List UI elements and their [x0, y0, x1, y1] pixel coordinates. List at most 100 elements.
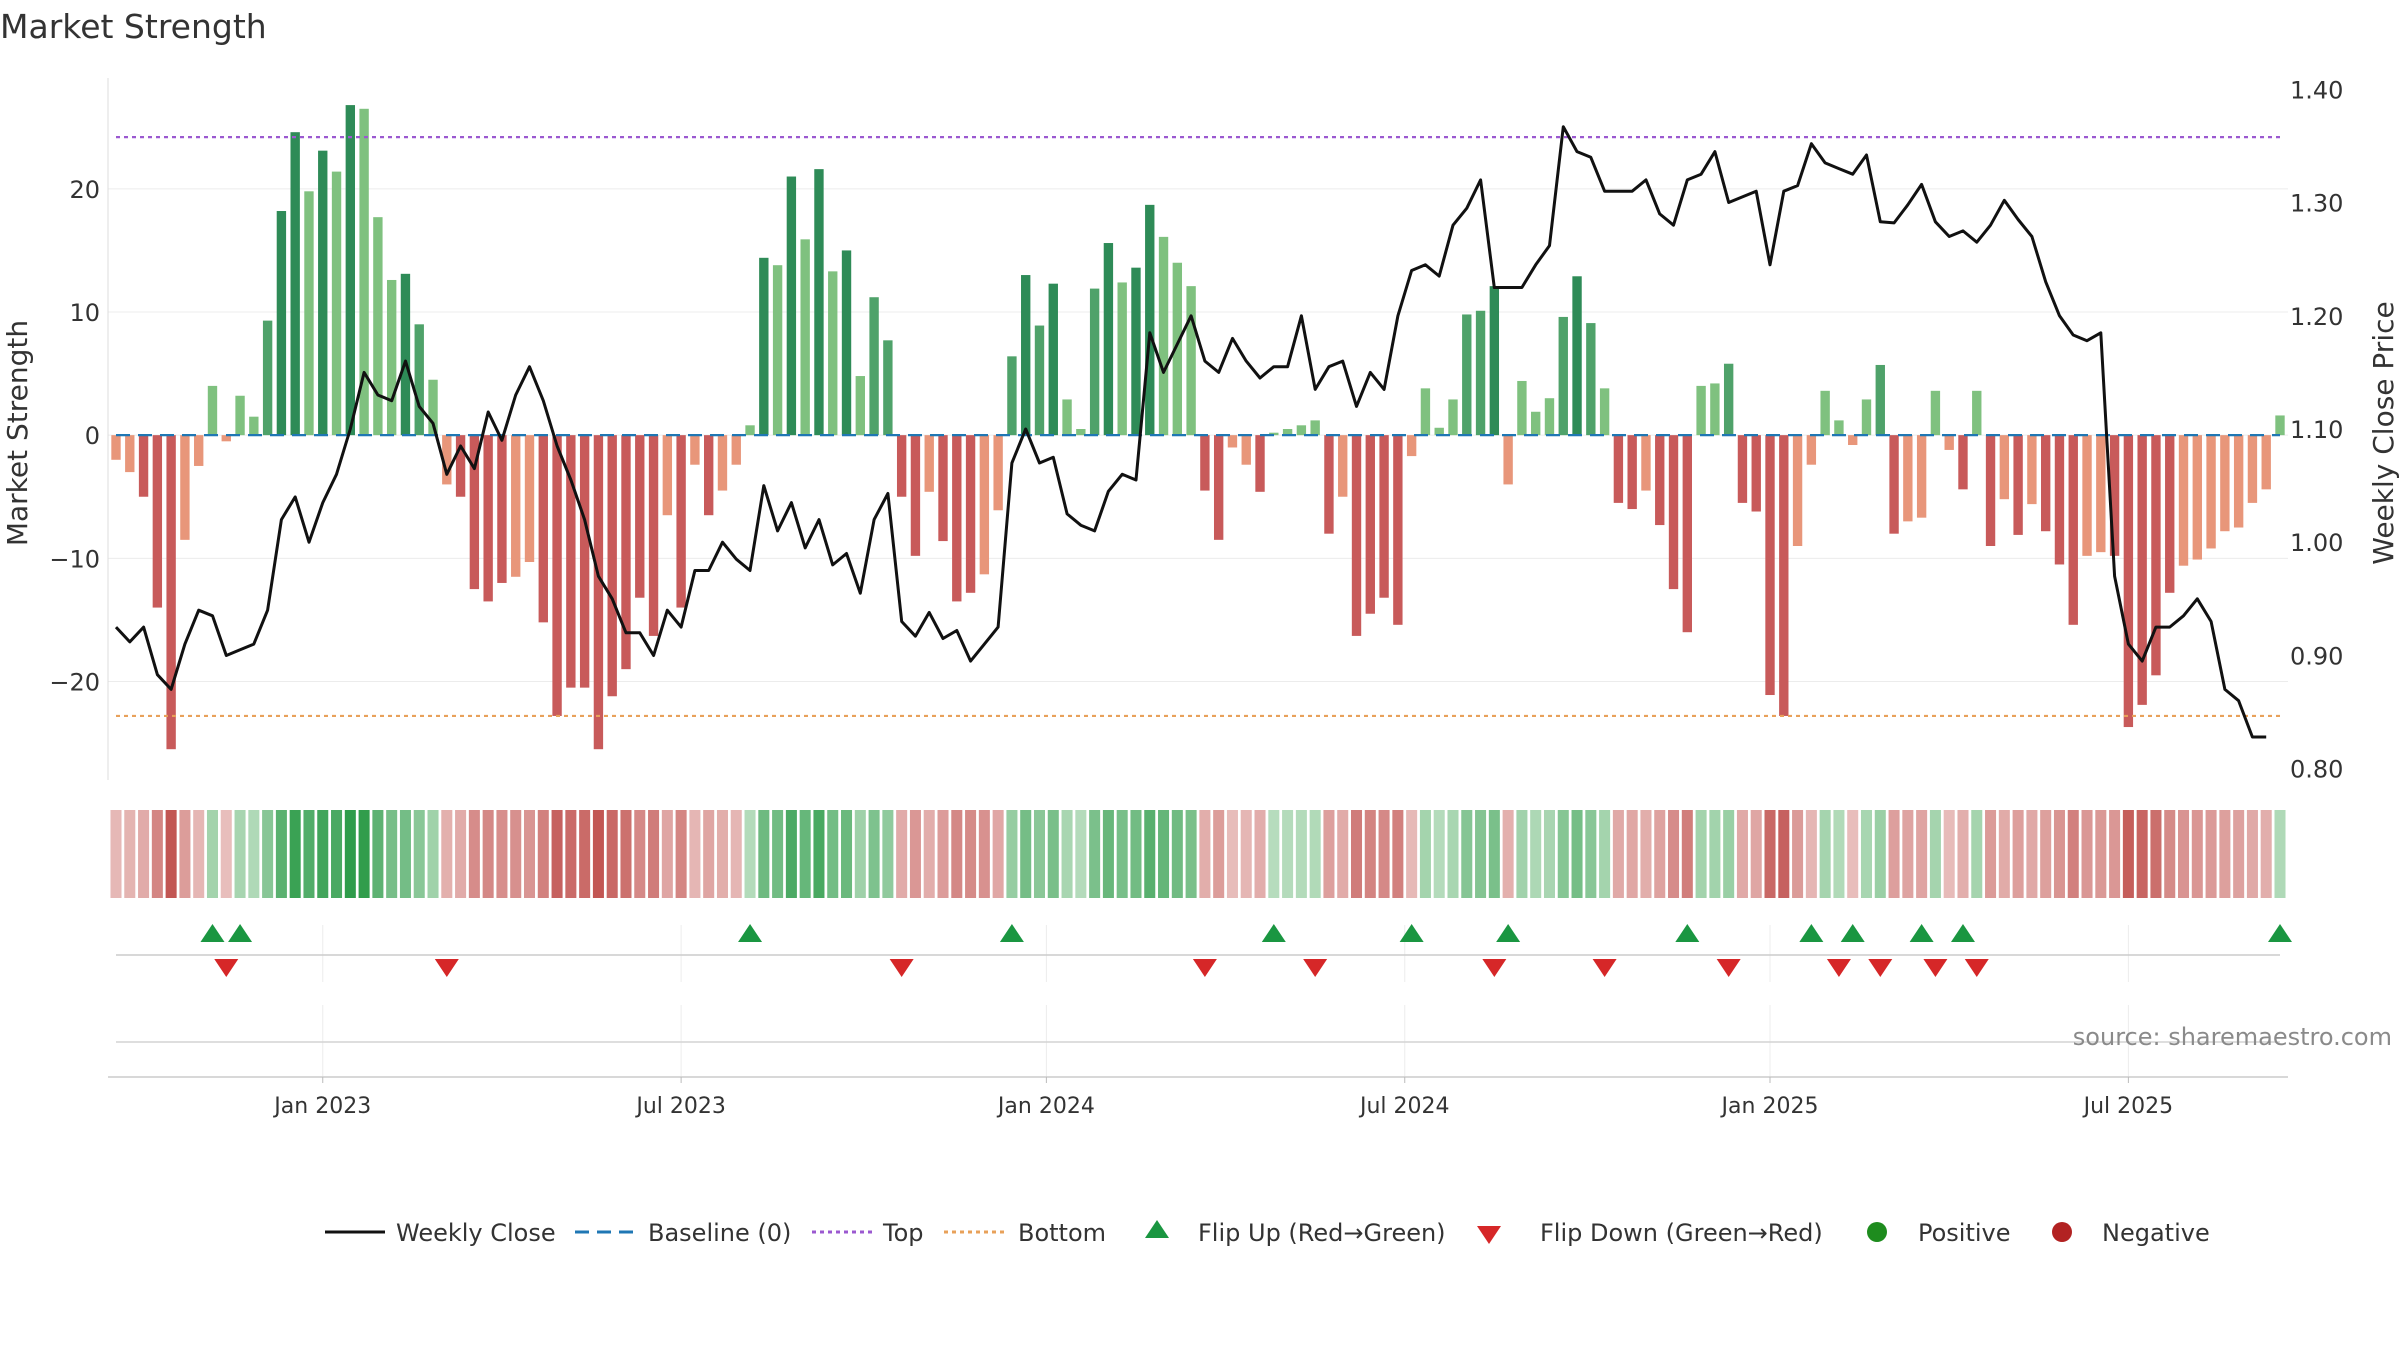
heat-cell: [2219, 810, 2231, 898]
heat-cell: [978, 810, 990, 898]
legend-negative-icon: [2052, 1222, 2072, 1242]
heat-cell: [1668, 810, 1680, 898]
strength-bar: [1186, 286, 1196, 436]
heat-cell: [2260, 810, 2272, 898]
strength-bar: [1531, 411, 1541, 436]
strength-bar: [2261, 435, 2271, 490]
strength-bar: [138, 435, 149, 497]
strength-bar: [2082, 435, 2092, 556]
heat-cell: [1778, 810, 1790, 898]
heat-cell: [813, 810, 825, 898]
strength-bar: [125, 435, 135, 473]
heat-cell: [1764, 810, 1776, 898]
x-tick-label: Jan 2024: [996, 1094, 1095, 1119]
strength-bar: [910, 435, 921, 556]
heat-cell: [1350, 810, 1363, 898]
strength-bar: [1489, 286, 1500, 436]
heat-cell: [262, 810, 274, 898]
strength-bar: [2275, 415, 2285, 436]
heat-cell: [1406, 810, 1418, 898]
flip-up-marker: [228, 924, 253, 942]
strength-bar: [1379, 435, 1389, 598]
heat-cell: [827, 810, 839, 898]
heat-cell: [1530, 810, 1542, 898]
strength-bar: [676, 435, 686, 608]
strength-bar: [1393, 435, 1403, 625]
heat-cell: [1998, 810, 2010, 898]
heat-cell: [2053, 810, 2065, 898]
strength-bar: [345, 105, 356, 436]
strength-bar: [800, 239, 810, 436]
strength-bar: [1682, 435, 1692, 633]
strength-bar: [883, 340, 893, 436]
heat-cell: [537, 810, 549, 898]
strength-bar: [1558, 316, 1568, 436]
heat-cell: [2233, 810, 2245, 898]
x-tick-label: Jul 2023: [634, 1094, 726, 1119]
flip-down-marker: [1716, 959, 1741, 977]
strength-bar: [524, 435, 535, 563]
strength-bar: [2178, 435, 2189, 566]
strength-bar: [2068, 435, 2078, 625]
strength-bar: [180, 435, 190, 540]
y-tick-label-right: 1.10: [2290, 416, 2343, 444]
heat-cell: [2122, 810, 2134, 898]
heat-cell: [1337, 810, 1349, 898]
strength-bar: [841, 250, 852, 436]
heat-cell: [1433, 810, 1445, 898]
strength-heat-strip: [110, 810, 2286, 898]
heat-cell: [579, 810, 591, 898]
heat-cell: [1323, 810, 1335, 898]
strength-bar: [938, 435, 948, 542]
strength-bar: [1930, 390, 1941, 436]
legend-flip-up-label: Flip Up (Red→Green): [1198, 1219, 1446, 1247]
y-tick-label-right: 1.00: [2290, 529, 2343, 557]
y-axis-right-label: Weekly Close Price: [2367, 301, 2400, 564]
source-note: source: sharemaestro.com: [2073, 1023, 2392, 1051]
strength-bar: [1351, 435, 1362, 636]
strength-bar: [1131, 267, 1141, 436]
heat-cell: [551, 810, 563, 898]
heat-cell: [2274, 810, 2286, 898]
flip-up-marker: [200, 924, 225, 942]
strength-bar: [648, 435, 659, 636]
strength-bar: [1007, 356, 1017, 436]
heat-cell: [1736, 810, 1748, 898]
strength-bar: [1916, 435, 1927, 518]
heat-cell: [2178, 810, 2190, 898]
strength-bar: [1172, 262, 1183, 436]
heat-cell: [1599, 810, 1611, 898]
strength-bar: [455, 435, 466, 497]
flip-markers-panel: [116, 924, 2292, 982]
heat-cell: [2095, 810, 2107, 898]
heat-cell: [1089, 810, 1101, 898]
strength-bar: [483, 435, 493, 602]
strength-bar: [1641, 435, 1651, 491]
strength-bar: [593, 435, 604, 750]
strength-bar: [869, 297, 879, 436]
strength-bar: [538, 435, 548, 623]
strength-bar: [1503, 435, 1513, 485]
heat-cell: [1158, 810, 1170, 898]
strength-bar: [2233, 435, 2244, 528]
heat-cell: [303, 810, 315, 898]
reference-lines: [116, 136, 2280, 718]
legend-bottom-label: Bottom: [1018, 1219, 1106, 1247]
strength-bar: [759, 257, 769, 436]
heat-cell: [138, 810, 150, 898]
flip-up-marker: [1950, 924, 1975, 942]
strength-bar: [772, 265, 783, 436]
strength-bar: [717, 435, 728, 491]
heat-cell: [1792, 810, 1804, 898]
heat-cell: [1805, 810, 1817, 898]
flip-up-marker: [738, 924, 763, 942]
heat-cell: [1819, 810, 1831, 898]
heat-cell: [317, 810, 329, 898]
strength-bar: [276, 211, 287, 436]
flip-up-marker: [1399, 924, 1424, 942]
strength-bar: [2206, 435, 2216, 549]
flip-up-marker: [1496, 924, 1521, 942]
strength-bar: [1324, 435, 1334, 534]
flip-down-marker: [434, 959, 459, 977]
